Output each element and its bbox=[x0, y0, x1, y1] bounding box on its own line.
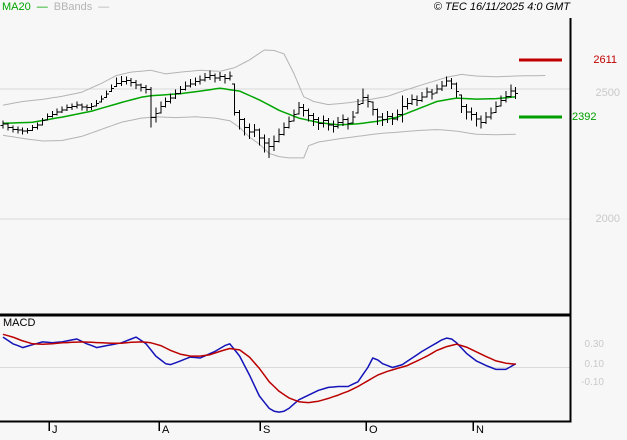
gridline-label-2500: 2500 bbox=[595, 87, 620, 99]
month-label-september: S bbox=[263, 424, 271, 436]
month-ticks bbox=[48, 421, 474, 431]
macd-tick-030: 0.30 bbox=[584, 339, 604, 350]
resistance-price-label: 2611 bbox=[593, 54, 617, 66]
month-label-november: N bbox=[476, 424, 484, 436]
legend-ma20-swatch: — bbox=[36, 1, 48, 13]
gridline-label-2000: 2000 bbox=[595, 213, 620, 225]
legend-bbands-label: BBands bbox=[53, 1, 93, 13]
copyright-text: © TEC 16/11/2025 4:0 GMT bbox=[433, 1, 570, 13]
signal-line bbox=[2, 333, 516, 404]
macd-panel-title: MACD bbox=[3, 317, 36, 329]
macd-tick-010: 0.10 bbox=[584, 359, 604, 370]
price-gridlines bbox=[0, 88, 570, 220]
axes bbox=[0, 18, 572, 423]
legend-bbands-swatch: — bbox=[98, 1, 110, 13]
legend-ma20-label: MA20 bbox=[2, 1, 31, 13]
macd-tick-minus010: -0.10 bbox=[581, 377, 604, 388]
legend: MA20 — BBands — bbox=[2, 1, 109, 13]
month-label-august: A bbox=[162, 424, 170, 436]
month-label-july: J bbox=[52, 424, 58, 436]
month-label-october: O bbox=[369, 424, 378, 436]
ma20-line bbox=[2, 87, 516, 126]
price-bars bbox=[0, 70, 519, 158]
macd-line bbox=[2, 336, 517, 413]
bollinger-upper-band bbox=[2, 49, 546, 106]
support-price-label: 2392 bbox=[572, 111, 597, 123]
